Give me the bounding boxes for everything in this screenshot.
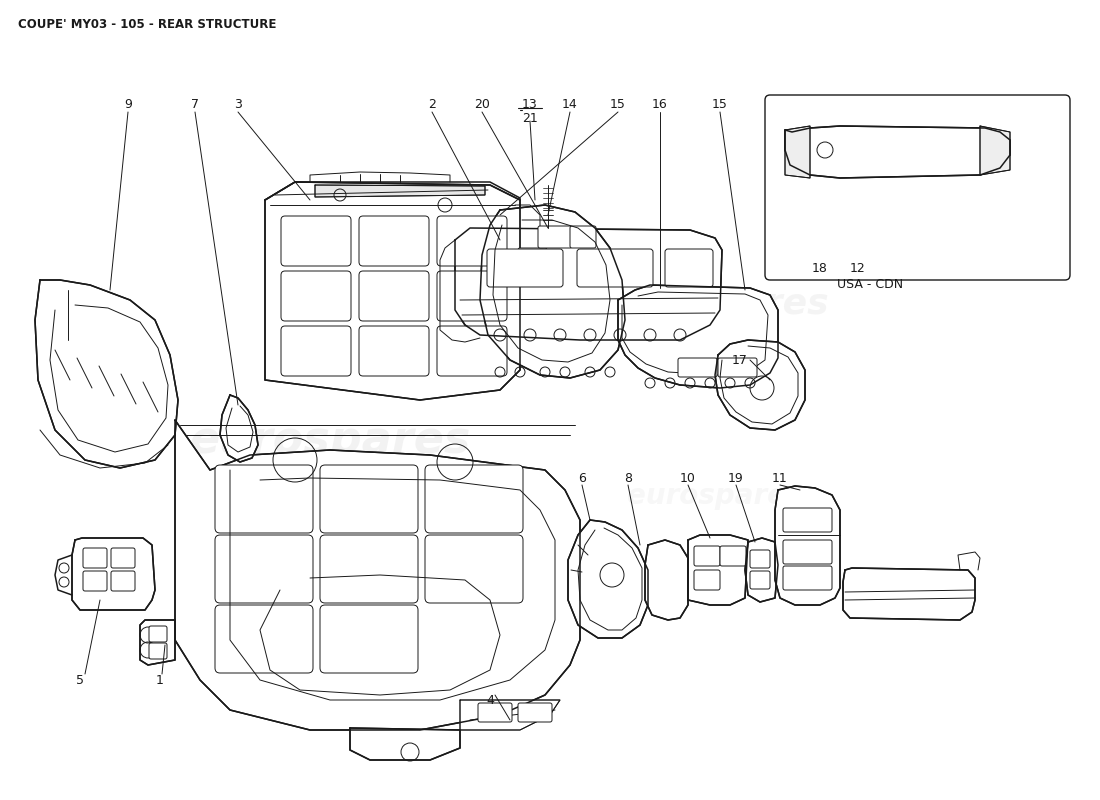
FancyBboxPatch shape	[694, 570, 720, 590]
FancyBboxPatch shape	[783, 540, 832, 564]
FancyBboxPatch shape	[359, 216, 429, 266]
FancyBboxPatch shape	[437, 326, 507, 376]
FancyBboxPatch shape	[320, 535, 418, 603]
Text: 15: 15	[712, 98, 728, 111]
Text: 6: 6	[579, 471, 586, 485]
FancyBboxPatch shape	[518, 248, 547, 266]
FancyBboxPatch shape	[750, 550, 770, 568]
FancyBboxPatch shape	[570, 226, 596, 248]
Polygon shape	[645, 540, 688, 620]
FancyBboxPatch shape	[750, 571, 770, 589]
Text: 14: 14	[562, 98, 578, 111]
FancyBboxPatch shape	[425, 465, 522, 533]
Text: eurospares: eurospares	[627, 482, 803, 510]
Text: 16: 16	[652, 98, 668, 111]
Text: 12: 12	[850, 262, 866, 274]
Polygon shape	[315, 185, 485, 197]
Text: 11: 11	[772, 471, 788, 485]
FancyBboxPatch shape	[478, 703, 512, 722]
FancyBboxPatch shape	[214, 465, 314, 533]
FancyBboxPatch shape	[437, 271, 507, 321]
FancyBboxPatch shape	[718, 358, 757, 377]
Polygon shape	[688, 535, 748, 605]
FancyBboxPatch shape	[111, 571, 135, 591]
FancyBboxPatch shape	[148, 643, 167, 659]
Text: eurospares: eurospares	[601, 287, 829, 321]
Text: 7: 7	[191, 98, 199, 111]
Text: 4: 4	[486, 694, 494, 706]
FancyBboxPatch shape	[214, 535, 314, 603]
Text: 20: 20	[474, 98, 490, 111]
FancyBboxPatch shape	[666, 249, 713, 287]
FancyBboxPatch shape	[320, 465, 418, 533]
FancyBboxPatch shape	[82, 571, 107, 591]
Polygon shape	[72, 538, 155, 610]
Text: 1: 1	[156, 674, 164, 686]
FancyBboxPatch shape	[578, 249, 653, 287]
Text: eurospares: eurospares	[189, 418, 471, 462]
Polygon shape	[980, 126, 1010, 175]
FancyBboxPatch shape	[518, 703, 552, 722]
FancyBboxPatch shape	[783, 508, 832, 532]
Text: 8: 8	[624, 471, 632, 485]
Text: 10: 10	[680, 471, 696, 485]
Polygon shape	[220, 395, 258, 462]
Text: 21: 21	[522, 111, 538, 125]
Polygon shape	[35, 280, 178, 468]
FancyBboxPatch shape	[111, 548, 135, 568]
Text: 3: 3	[234, 98, 242, 111]
Text: 13: 13	[522, 98, 538, 111]
Text: 19: 19	[728, 471, 744, 485]
Polygon shape	[455, 228, 722, 340]
Text: COUPE' MY03 - 105 - REAR STRUCTURE: COUPE' MY03 - 105 - REAR STRUCTURE	[18, 18, 276, 31]
Polygon shape	[618, 285, 778, 388]
Text: 17: 17	[733, 354, 748, 366]
FancyBboxPatch shape	[359, 326, 429, 376]
FancyBboxPatch shape	[425, 535, 522, 603]
Polygon shape	[460, 700, 560, 730]
FancyBboxPatch shape	[694, 546, 720, 566]
FancyBboxPatch shape	[720, 546, 746, 566]
Text: 5: 5	[76, 674, 84, 686]
FancyBboxPatch shape	[487, 249, 563, 287]
Text: 2: 2	[428, 98, 436, 111]
FancyBboxPatch shape	[280, 216, 351, 266]
FancyBboxPatch shape	[437, 216, 507, 266]
Polygon shape	[568, 520, 648, 638]
Polygon shape	[265, 182, 520, 400]
Text: 15: 15	[610, 98, 626, 111]
FancyBboxPatch shape	[280, 326, 351, 376]
Text: 18: 18	[812, 262, 828, 274]
FancyBboxPatch shape	[214, 605, 314, 673]
Polygon shape	[745, 538, 778, 602]
Polygon shape	[175, 420, 580, 730]
Polygon shape	[776, 486, 840, 605]
Text: 9: 9	[124, 98, 132, 111]
FancyBboxPatch shape	[82, 548, 107, 568]
Polygon shape	[785, 126, 810, 178]
FancyBboxPatch shape	[538, 226, 572, 248]
FancyBboxPatch shape	[359, 271, 429, 321]
FancyBboxPatch shape	[320, 605, 418, 673]
Polygon shape	[843, 568, 975, 620]
FancyBboxPatch shape	[783, 566, 832, 590]
Polygon shape	[350, 728, 460, 760]
Polygon shape	[785, 126, 1010, 178]
FancyBboxPatch shape	[678, 358, 717, 377]
Polygon shape	[715, 340, 805, 430]
Text: USA - CDN: USA - CDN	[837, 278, 903, 291]
Polygon shape	[140, 620, 175, 665]
Polygon shape	[480, 205, 625, 378]
FancyBboxPatch shape	[148, 626, 167, 642]
FancyBboxPatch shape	[764, 95, 1070, 280]
FancyBboxPatch shape	[518, 268, 547, 282]
FancyBboxPatch shape	[280, 271, 351, 321]
